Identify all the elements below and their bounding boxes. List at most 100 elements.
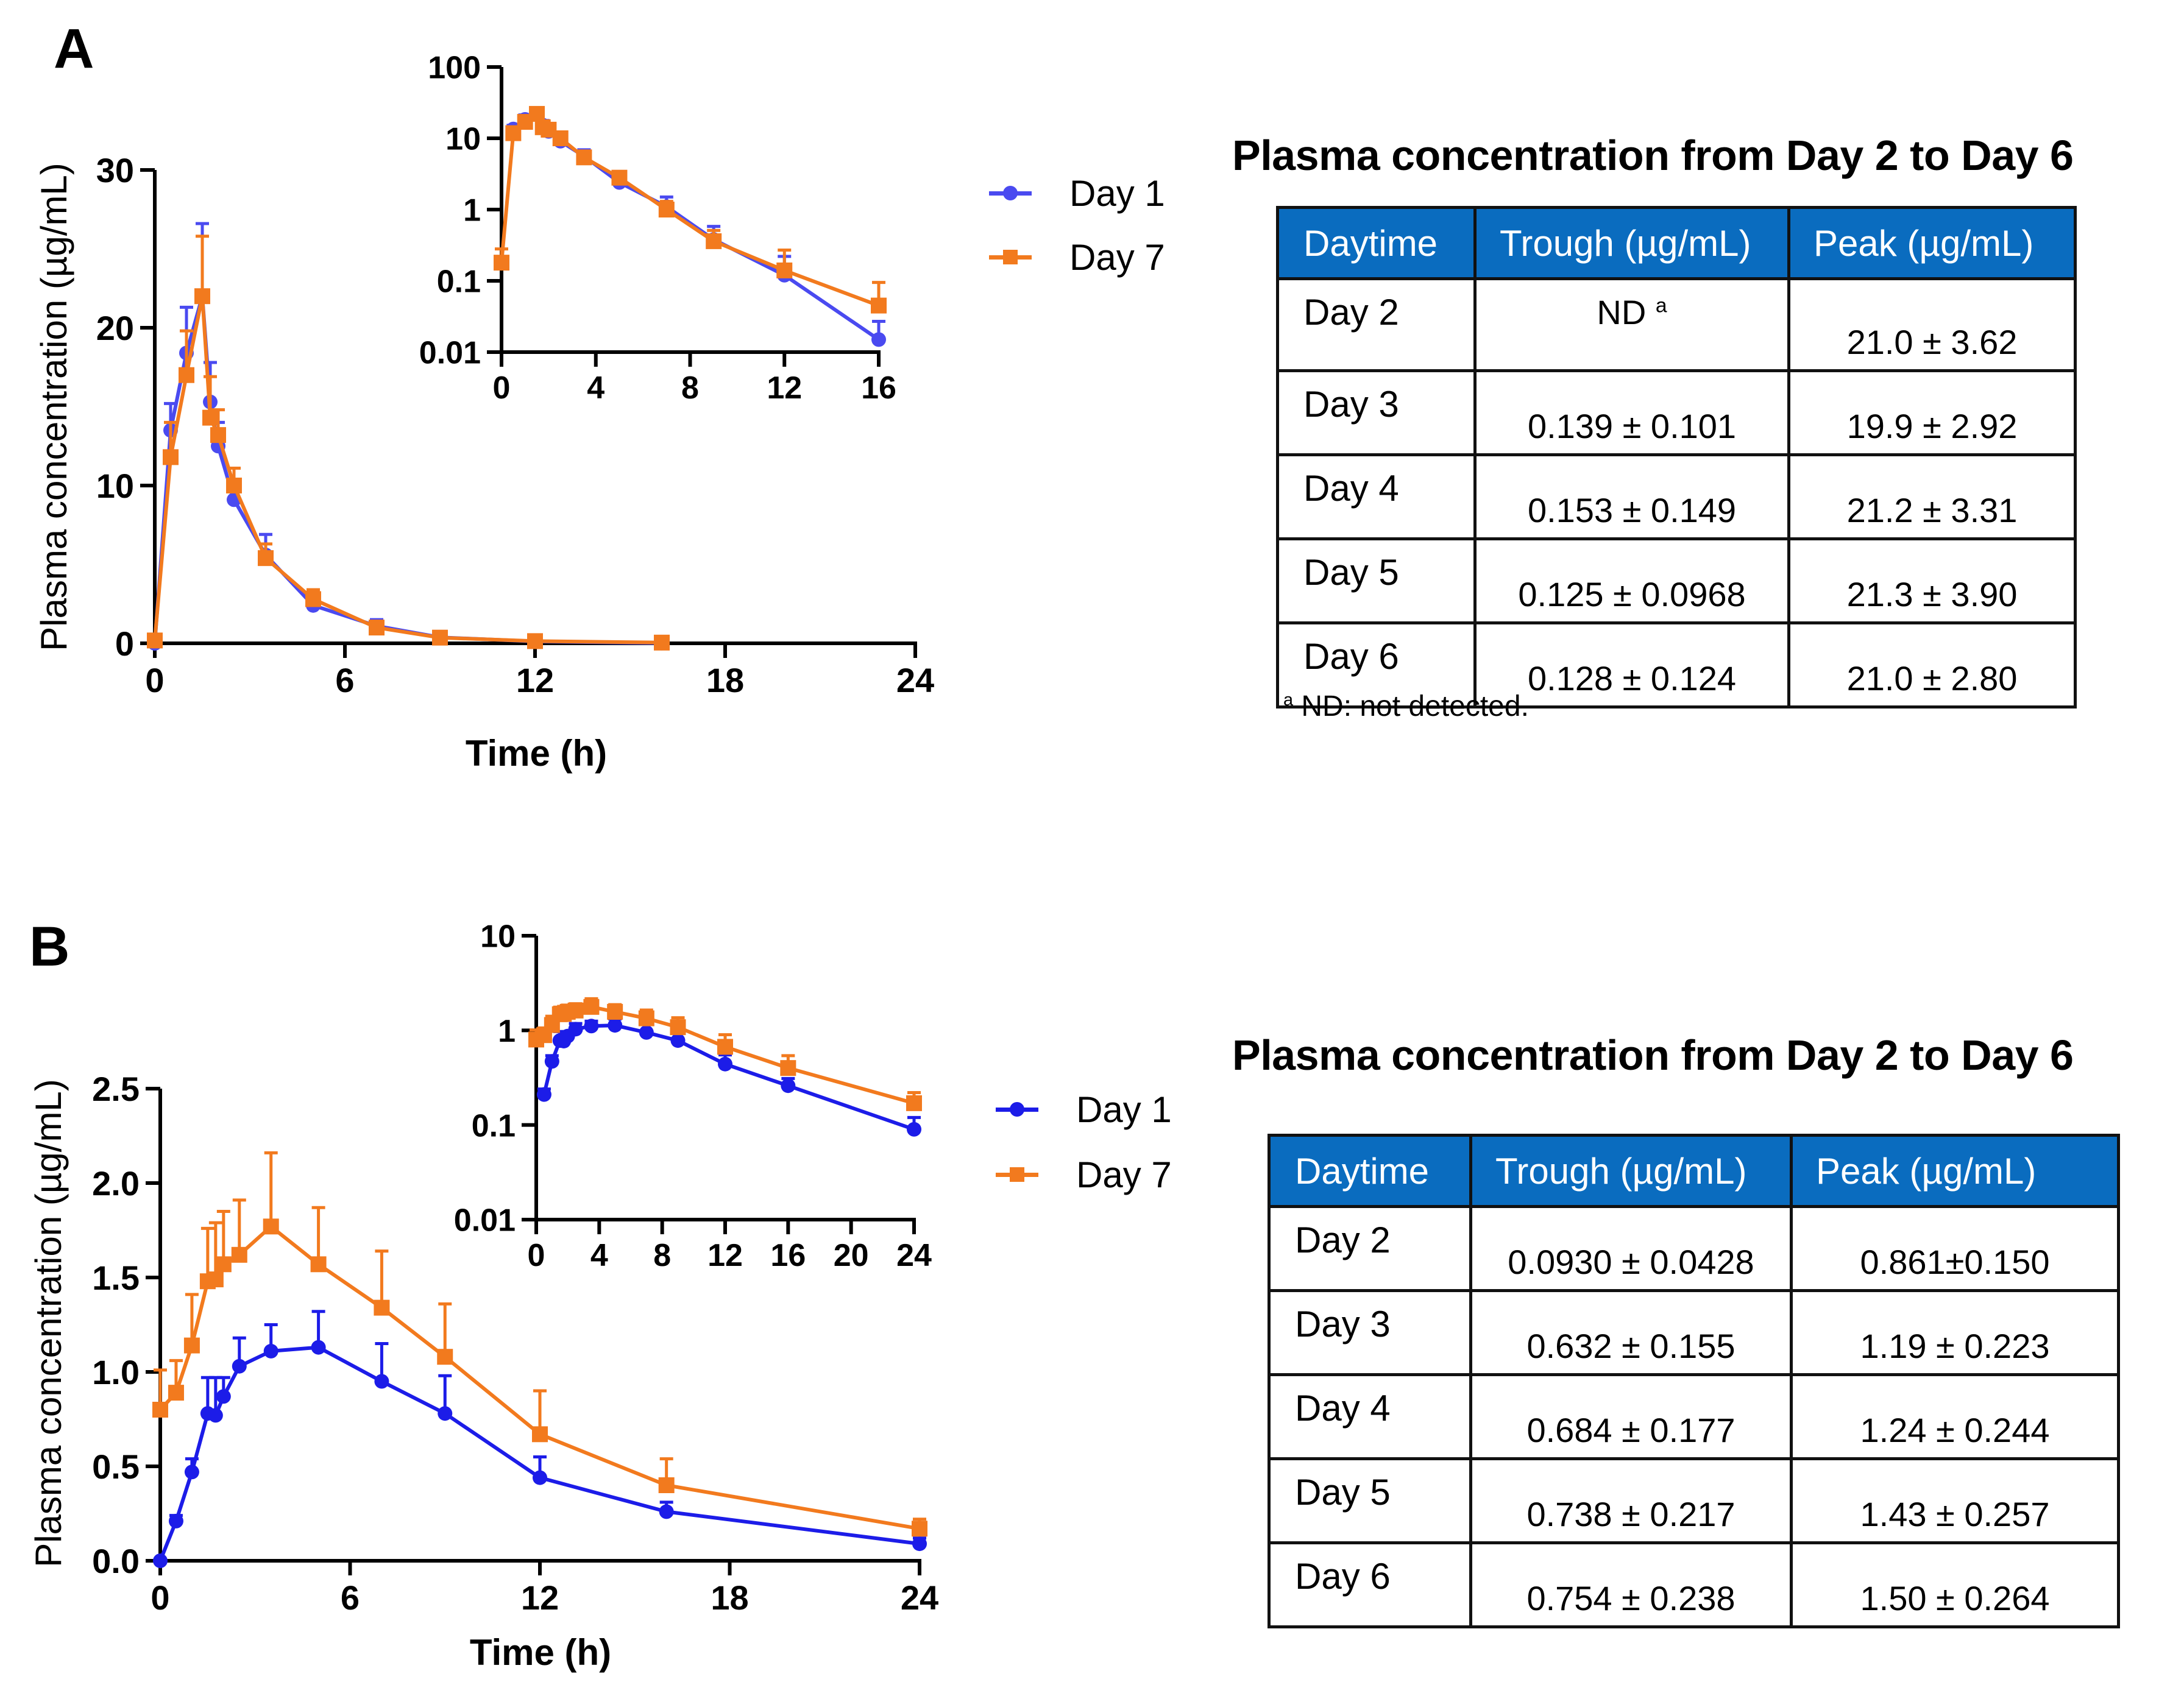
data-point xyxy=(438,1406,453,1421)
data-point xyxy=(533,1470,547,1485)
data-point xyxy=(608,1018,623,1033)
column-header-trough: Trough (µg/mL) xyxy=(1469,1134,1793,1208)
data-point xyxy=(670,1033,686,1048)
data-point xyxy=(374,1374,389,1389)
day-cell: Day 6 xyxy=(1276,621,1477,708)
x-tick-label: 0 xyxy=(528,1238,545,1273)
legend-item-day1: Day 1 xyxy=(996,1089,1172,1131)
x-tick-label: 24 xyxy=(896,661,934,699)
x-tick-label: 16 xyxy=(770,1238,806,1273)
x-tick-label: 8 xyxy=(653,1238,671,1273)
data-point xyxy=(310,1256,327,1273)
circle-marker-icon xyxy=(1003,186,1018,200)
series-day-7 xyxy=(152,1151,927,1537)
data-point xyxy=(153,1553,168,1568)
data-point xyxy=(263,1218,279,1235)
day-cell: Day 3 xyxy=(1276,369,1477,456)
chart-B-main: 0 6 12 18 24 0.0 0.5 1.0 1.5 2.0 2.5 Time (h) Plasma… xyxy=(28,1070,938,1673)
data-point xyxy=(202,409,218,426)
day-cell: Day 2 xyxy=(1268,1205,1472,1292)
panel-label-b: B xyxy=(29,916,70,978)
data-point xyxy=(906,1095,922,1111)
y-tick-label: 0.5 xyxy=(92,1447,140,1486)
trough-cell: 0.754 ± 0.238 xyxy=(1469,1541,1793,1628)
series-line xyxy=(512,111,880,341)
trough-cell: 0.738 ± 0.217 xyxy=(1469,1457,1793,1544)
trough-cell: 0.128 ± 0.124 xyxy=(1473,621,1790,708)
legend-line-day7 xyxy=(989,250,1032,264)
data-point xyxy=(718,1056,732,1072)
table-row: Day 4 0.684 ± 0.177 1.24 ± 0.244 xyxy=(1268,1373,2120,1460)
data-point xyxy=(168,1513,183,1528)
data-point xyxy=(311,1340,326,1355)
data-point xyxy=(907,1122,921,1137)
data-point xyxy=(658,202,675,217)
trough-cell: 0.153 ± 0.149 xyxy=(1473,453,1790,540)
y-tick-label: 100 xyxy=(428,51,481,86)
day-cell: Day 6 xyxy=(1268,1541,1472,1628)
circle-marker-icon xyxy=(1010,1102,1024,1117)
data-point xyxy=(369,620,385,636)
peak-cell: 1.50 ± 0.264 xyxy=(1790,1541,2120,1628)
x-tick-label: 18 xyxy=(706,661,744,699)
series-day-7 xyxy=(147,235,670,651)
table-row: Day 6 0.128 ± 0.124 21.0 ± 2.80 xyxy=(1276,621,2077,708)
x-tick-label: 12 xyxy=(521,1578,559,1617)
legend-line-day7 xyxy=(996,1167,1038,1182)
data-point xyxy=(639,1025,654,1040)
table-header-row: Daytime Trough (µg/mL) Peak (µg/mL) xyxy=(1276,206,2077,280)
data-point xyxy=(638,1010,654,1027)
x-tick-label: 8 xyxy=(681,370,699,406)
data-point xyxy=(912,1521,927,1537)
data-point xyxy=(659,1504,674,1519)
data-point xyxy=(706,233,722,249)
day-cell: Day 4 xyxy=(1276,453,1477,540)
y-tick-label: 10 xyxy=(445,122,481,157)
y-tick-label: 1 xyxy=(463,193,481,228)
column-header-trough: Trough (µg/mL) xyxy=(1473,206,1790,280)
footnote-marker: a xyxy=(1655,294,1667,317)
y-tick-label: 0.1 xyxy=(472,1108,516,1143)
table-row: Day 6 0.754 ± 0.238 1.50 ± 0.264 xyxy=(1268,1541,2120,1628)
data-point xyxy=(536,1087,551,1102)
footnote-text: ND: not detected. xyxy=(1301,690,1529,723)
data-point xyxy=(654,634,670,651)
data-point xyxy=(552,130,569,146)
data-point xyxy=(194,288,210,305)
trough-cell: ND a xyxy=(1473,277,1790,372)
x-tick-label: 12 xyxy=(516,661,554,699)
data-point xyxy=(232,1359,247,1374)
trough-cell: 0.0930 ± 0.0428 xyxy=(1469,1205,1793,1292)
trough-cell: 0.684 ± 0.177 xyxy=(1469,1373,1793,1460)
data-point xyxy=(216,1389,231,1404)
square-marker-icon xyxy=(1010,1167,1024,1182)
data-point xyxy=(717,1039,733,1055)
x-tick-label: 18 xyxy=(711,1578,748,1617)
x-tick-label: 0 xyxy=(493,370,511,406)
data-point xyxy=(183,1337,200,1354)
x-tick-label: 12 xyxy=(707,1238,743,1273)
chart-B-inset: 0 4 8 12 16 20 24 0.01 0.1 1 10 xyxy=(454,919,932,1273)
data-point xyxy=(871,332,886,347)
data-point xyxy=(611,169,628,186)
table-row: Day 5 0.738 ± 0.217 1.43 ± 0.257 xyxy=(1268,1457,2120,1544)
y-tick-label: 1.0 xyxy=(92,1353,140,1391)
column-header-peak: Peak (µg/mL) xyxy=(1790,1134,2120,1208)
data-point xyxy=(658,1477,675,1493)
data-point xyxy=(263,1343,278,1359)
y-tick-label: 2.5 xyxy=(92,1070,140,1108)
data-point xyxy=(184,1465,199,1480)
series-line xyxy=(158,1224,920,1531)
table-row: Day 2 0.0930 ± 0.0428 0.861±0.150 xyxy=(1268,1205,2120,1292)
data-point xyxy=(780,1060,796,1076)
x-tick-label: 6 xyxy=(335,661,354,699)
data-point xyxy=(529,105,545,122)
series-day-1 xyxy=(153,1310,927,1568)
legend-label: Day 7 xyxy=(1076,1154,1172,1195)
table-row: Day 3 0.139 ± 0.101 19.9 ± 2.92 xyxy=(1276,369,2077,456)
y-tick-label: 20 xyxy=(96,309,134,347)
data-point xyxy=(305,591,321,607)
legend-item-day1: Day 1 xyxy=(989,172,1165,214)
data-point xyxy=(494,255,509,271)
trough-peak-table-b: Daytime Trough (µg/mL) Peak (µg/mL) Day … xyxy=(1268,1134,2120,1628)
